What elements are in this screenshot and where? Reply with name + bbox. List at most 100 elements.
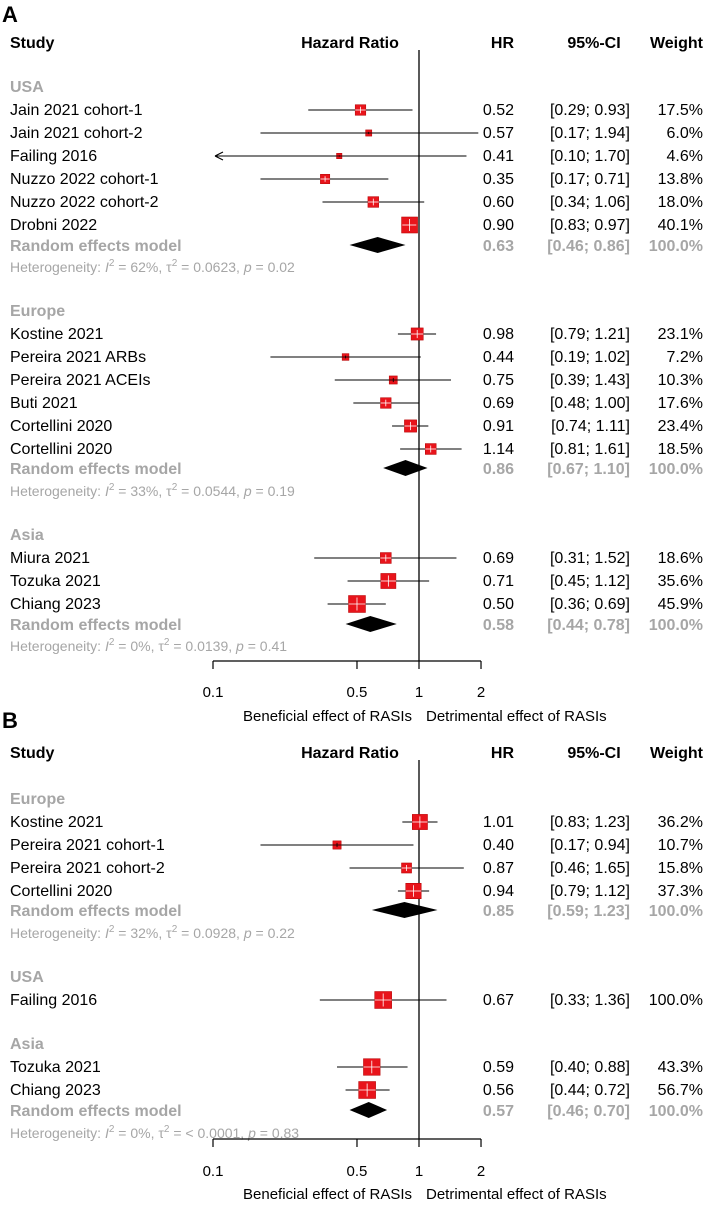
- pooled-ci: [0.59; 1.23]: [547, 903, 630, 920]
- study-hr: 0.98: [483, 326, 514, 343]
- heterogeneity-text: Heterogeneity: I2 = 0%, τ2 = 0.0139, p =…: [10, 637, 287, 654]
- heterogeneity-part: = 0.02: [252, 259, 295, 275]
- direction-label-right: Detrimental effect of RASIs: [426, 1186, 607, 1203]
- study-hr: 0.67: [483, 992, 514, 1009]
- superscript-2: 2: [109, 258, 115, 269]
- heterogeneity-part: = 32%,: [114, 925, 166, 941]
- study-label: Pereira 2021 cohort-1: [10, 837, 165, 854]
- study-hr: 0.75: [483, 372, 514, 389]
- study-row: Failing 2016 0.41 [0.10; 1.70] 4.6%: [10, 148, 703, 165]
- heterogeneity-part: = 0.0139,: [169, 638, 236, 654]
- study-label: Jain 2021 cohort-1: [10, 102, 143, 119]
- header-study: Study: [10, 35, 55, 52]
- x-tick-label: 2: [477, 1163, 485, 1180]
- study-row: Miura 2021 0.69 [0.31; 1.52] 18.6%: [10, 550, 703, 567]
- study-row: Drobni 2022 0.90 [0.83; 0.97] 40.1%: [10, 216, 703, 234]
- header-weight: Weight: [650, 745, 704, 762]
- heterogeneity-part: = 0%,: [114, 638, 158, 654]
- heterogeneity-part: τ: [158, 638, 164, 654]
- heterogeneity-part: p: [243, 259, 252, 275]
- heterogeneity-part: = 33%,: [114, 483, 166, 499]
- heterogeneity-part: = < 0.0001,: [169, 1125, 248, 1141]
- study-label: Kostine 2021: [10, 814, 104, 831]
- pooled-weight: 100.0%: [649, 617, 703, 634]
- study-weight: 10.7%: [658, 837, 703, 854]
- study-label: Nuzzo 2022 cohort-1: [10, 171, 159, 188]
- header-ci: 95%-CI: [567, 35, 620, 52]
- pooled-diamond: [371, 902, 438, 918]
- pooled-ci: [0.44; 0.78]: [547, 617, 630, 634]
- pooled-row: Random effects model 0.58 [0.44; 0.78] 100.…: [10, 616, 703, 634]
- panel-label: A: [2, 2, 18, 27]
- study-hr: 0.94: [483, 883, 514, 900]
- study-hr: 0.90: [483, 217, 514, 234]
- study-weight: 56.7%: [658, 1082, 703, 1099]
- subgroup-label: Asia: [10, 1036, 44, 1053]
- study-ci: [0.74; 1.11]: [551, 418, 630, 435]
- heterogeneity-part: = 0.19: [252, 483, 295, 499]
- study-ci: [0.36; 0.69]: [550, 596, 630, 613]
- study-ci: [0.34; 1.06]: [550, 194, 630, 211]
- study-hr: 0.57: [483, 125, 514, 142]
- pooled-diamond: [349, 1102, 388, 1118]
- study-label: Failing 2016: [10, 148, 97, 165]
- subgroup-label: Europe: [10, 791, 65, 808]
- pooled-label: Random effects model: [10, 617, 182, 634]
- study-hr: 0.40: [483, 837, 514, 854]
- study-weight: 43.3%: [658, 1059, 703, 1076]
- pooled-row: Random effects model 0.85 [0.59; 1.23] 100.…: [10, 902, 703, 920]
- heterogeneity-part: = 0%,: [114, 1125, 158, 1141]
- direction-label-left: Beneficial effect of RASIs: [243, 708, 412, 725]
- study-label: Nuzzo 2022 cohort-2: [10, 194, 159, 211]
- study-ci: [0.44; 0.72]: [550, 1082, 630, 1099]
- study-row: Jain 2021 cohort-1 0.52 [0.29; 0.93] 17.5%: [10, 102, 703, 119]
- heterogeneity-part: = 0.0544,: [177, 483, 244, 499]
- study-ci: [0.79; 1.12]: [550, 883, 630, 900]
- superscript-2: 2: [172, 482, 178, 493]
- study-label: Cortellini 2020: [10, 883, 112, 900]
- direction-label-right: Detrimental effect of RASIs: [426, 708, 607, 725]
- study-ci: [0.79; 1.21]: [550, 326, 630, 343]
- study-weight: 18.6%: [658, 550, 703, 567]
- heterogeneity-part: I: [105, 1125, 109, 1141]
- study-ci: [0.17; 0.94]: [550, 837, 630, 854]
- study-weight: 35.6%: [658, 573, 703, 590]
- study-hr: 0.69: [483, 550, 514, 567]
- heterogeneity-part: I: [105, 638, 109, 654]
- study-weight: 18.0%: [658, 194, 703, 211]
- study-row: Nuzzo 2022 cohort-2 0.60 [0.34; 1.06] 18.0%: [10, 194, 703, 211]
- study-label: Buti 2021: [10, 395, 78, 412]
- pooled-diamond: [383, 460, 428, 476]
- header-hazard-ratio: Hazard Ratio: [301, 745, 399, 762]
- subgroup-label: Asia: [10, 527, 44, 544]
- study-row: Chiang 2023 0.50 [0.36; 0.69] 45.9%: [10, 595, 703, 613]
- study-label: Chiang 2023: [10, 596, 101, 613]
- study-ci: [0.19; 1.02]: [550, 349, 630, 366]
- study-row: Cortellini 2020 0.91 [0.74; 1.11] 23.4%: [10, 418, 703, 435]
- header-hr: HR: [491, 35, 515, 52]
- study-ci: [0.83; 0.97]: [550, 217, 630, 234]
- pooled-ci: [0.46; 0.70]: [547, 1103, 630, 1120]
- x-tick-label: 1: [415, 684, 423, 701]
- x-tick-label: 0.1: [203, 1163, 224, 1180]
- study-row: Pereira 2021 ARBs 0.44 [0.19; 1.02] 7.2%: [10, 349, 703, 366]
- pooled-hr: 0.57: [483, 1103, 514, 1120]
- study-label: Cortellini 2020: [10, 418, 112, 435]
- heterogeneity-part: = 62%,: [114, 259, 166, 275]
- forest-panel-a: A Study Hazard Ratio HR 95%-CI Weight USA Jain …: [2, 2, 704, 725]
- superscript-2: 2: [164, 1124, 170, 1135]
- study-row: Pereira 2021 ACEIs 0.75 [0.39; 1.43] 10.3%: [10, 372, 703, 389]
- heterogeneity-part: Heterogeneity:: [10, 259, 105, 275]
- study-weight: 17.6%: [658, 395, 703, 412]
- study-label: Pereira 2021 cohort-2: [10, 860, 165, 877]
- x-tick-label: 1: [415, 1163, 423, 1180]
- subgroup-label: USA: [10, 969, 44, 986]
- study-label: Pereira 2021 ACEIs: [10, 372, 151, 389]
- heterogeneity-part: p: [235, 638, 244, 654]
- study-label: Kostine 2021: [10, 326, 104, 343]
- pooled-hr: 0.86: [483, 461, 514, 478]
- header-ci: 95%-CI: [567, 745, 620, 762]
- study-label: Miura 2021: [10, 550, 90, 567]
- heterogeneity-part: τ: [158, 1125, 164, 1141]
